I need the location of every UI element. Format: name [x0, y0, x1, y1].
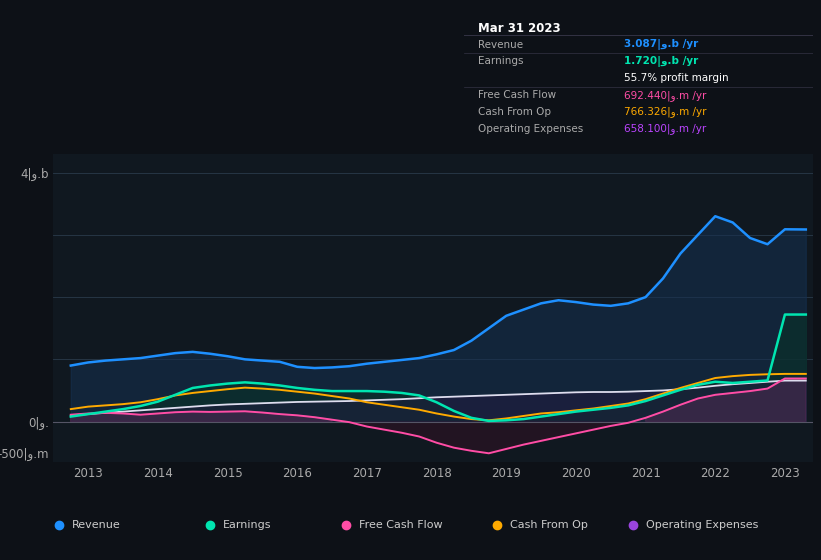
Text: 692.440|و.m /yr: 692.440|و.m /yr [624, 90, 707, 100]
Text: Mar 31 2023: Mar 31 2023 [478, 22, 561, 35]
Text: Free Cash Flow: Free Cash Flow [359, 520, 443, 530]
Text: Free Cash Flow: Free Cash Flow [478, 90, 556, 100]
Text: Cash From Op: Cash From Op [478, 107, 551, 117]
Text: Earnings: Earnings [223, 520, 272, 530]
Text: 3.087|و.b /yr: 3.087|و.b /yr [624, 39, 699, 50]
Text: 55.7% profit margin: 55.7% profit margin [624, 73, 729, 83]
Text: Operating Expenses: Operating Expenses [646, 520, 759, 530]
Text: Cash From Op: Cash From Op [510, 520, 588, 530]
Text: Revenue: Revenue [478, 40, 523, 49]
Text: 1.720|و.b /yr: 1.720|و.b /yr [624, 56, 699, 67]
Text: Earnings: Earnings [478, 57, 523, 66]
Text: 766.326|و.m /yr: 766.326|و.m /yr [624, 106, 707, 118]
Text: 658.100|و.m /yr: 658.100|و.m /yr [624, 123, 707, 134]
Text: Revenue: Revenue [72, 520, 121, 530]
Text: Operating Expenses: Operating Expenses [478, 124, 583, 134]
